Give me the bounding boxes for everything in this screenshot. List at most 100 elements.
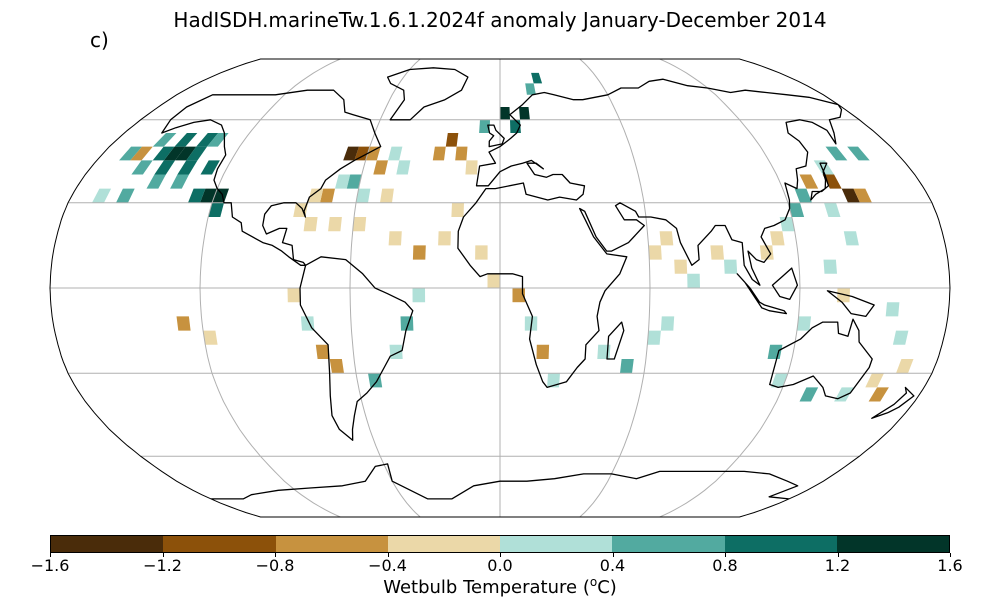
anomaly-cell <box>207 133 229 147</box>
anomaly-cell <box>455 146 468 161</box>
anomaly-cell <box>373 160 388 175</box>
anomaly-cell <box>620 359 634 374</box>
anomaly-cell <box>303 217 318 232</box>
anomaly-cell <box>797 316 812 331</box>
anomaly-cell <box>175 146 197 161</box>
anomaly-cell <box>824 202 841 217</box>
colorbar-tick-mark <box>837 553 839 557</box>
anomaly-cell <box>196 133 219 147</box>
anomaly-cell <box>759 245 774 260</box>
anomaly-cell <box>547 373 560 388</box>
anomaly-cell <box>177 160 198 175</box>
colorbar-label: Wetbulb Temperature (oC) <box>383 575 617 598</box>
anomaly-cell <box>531 72 543 84</box>
anomaly-cell <box>170 174 189 189</box>
anomaly-cell <box>868 387 889 402</box>
anomaly-cell <box>200 160 220 175</box>
colorbar-segment <box>500 536 613 552</box>
colorbar-tick-mark <box>162 553 164 557</box>
anomaly-cell <box>525 83 536 95</box>
anomaly-cell <box>659 231 674 246</box>
anomaly-cell <box>767 344 783 359</box>
anomaly-cell <box>724 259 738 274</box>
anomaly-cell <box>841 188 860 203</box>
anomaly-cell <box>865 373 884 388</box>
anomaly-cell <box>335 174 351 189</box>
anomaly-cell <box>396 160 411 175</box>
anomaly-cell <box>412 245 426 260</box>
antarctica-coast <box>211 463 799 500</box>
colorbar-tick-label: 1.2 <box>824 556 851 575</box>
colorbar-segment <box>387 536 500 552</box>
anomaly-cell <box>479 119 490 133</box>
colorbar-segment <box>163 536 276 552</box>
anomaly-cell <box>451 202 464 217</box>
colorbar-tick-mark <box>275 553 276 557</box>
colorbar <box>50 535 950 553</box>
colorbar-tick-mark <box>500 553 501 557</box>
anomaly-cell <box>687 273 700 288</box>
greenland-coast <box>386 67 469 121</box>
anomaly-cell <box>152 146 175 161</box>
anomaly-cell <box>131 160 153 175</box>
colorbar-tick-label: −0.4 <box>368 556 407 575</box>
anomaly-cell <box>389 344 403 359</box>
anomaly-cell <box>380 188 394 203</box>
south-america-coast <box>299 256 414 441</box>
colorbar-tick-mark <box>612 553 614 557</box>
anomaly-cell <box>92 188 112 203</box>
europe-africa-coast <box>457 78 843 389</box>
anomaly-cell <box>788 202 805 217</box>
anomaly-cell <box>648 245 662 260</box>
colorbar-segment <box>612 536 725 552</box>
anomaly-cell <box>412 288 426 303</box>
anomaly-cell <box>465 160 478 175</box>
anomaly-cell <box>163 146 186 161</box>
indonesia-coast <box>736 273 788 315</box>
world-map <box>49 58 951 518</box>
colorbar-tick-mark <box>50 553 51 557</box>
anomaly-cell <box>119 146 142 161</box>
anomaly-cell <box>354 146 370 161</box>
anomaly-cell <box>152 133 177 147</box>
anomaly-cell <box>438 231 451 246</box>
anomaly-cell <box>475 245 488 260</box>
colorbar-segment <box>836 536 949 552</box>
anomaly-cell <box>813 160 835 175</box>
graticule <box>50 59 950 517</box>
uk-coast <box>487 124 505 148</box>
anomaly-cell <box>365 146 381 161</box>
anomaly-cell <box>328 217 342 232</box>
anomaly-cell <box>674 259 688 274</box>
australia-coast <box>769 318 873 400</box>
anomaly-cell <box>130 146 153 161</box>
colorbar-tick-label: −0.8 <box>255 556 295 575</box>
anomaly-cell <box>445 133 459 147</box>
anomaly-cell <box>710 245 724 260</box>
anomaly-cell <box>308 188 324 203</box>
anomaly-cell <box>823 259 837 274</box>
panel-label: c) <box>90 28 109 52</box>
colorbar-tick-mark <box>387 553 389 557</box>
anomaly-cell <box>186 146 208 161</box>
anomaly-cell <box>853 188 872 203</box>
anomaly-cell <box>847 146 870 161</box>
anomaly-cell <box>176 316 191 331</box>
colorbar-tick-label: 1.6 <box>937 556 963 575</box>
colorbar-segment <box>275 536 388 552</box>
japan-coast <box>810 162 830 201</box>
anomaly-cell <box>352 217 367 232</box>
colorbar-tick-label: 0.4 <box>599 556 626 575</box>
anomaly-cell <box>794 188 812 203</box>
anomaly-cell <box>188 188 206 203</box>
colorbar-segment <box>724 536 837 552</box>
anomaly-cell <box>287 288 301 303</box>
anomaly-cell <box>388 231 402 246</box>
colorbar-tick-label: −1.2 <box>143 556 182 575</box>
anomaly-cell <box>315 344 330 359</box>
anomaly-grid-cells <box>92 72 914 402</box>
anomaly-cell <box>116 188 135 203</box>
anomaly-cell <box>432 146 446 161</box>
anomaly-cell <box>356 188 371 203</box>
colorbar-tick-label: 0.8 <box>712 556 738 575</box>
